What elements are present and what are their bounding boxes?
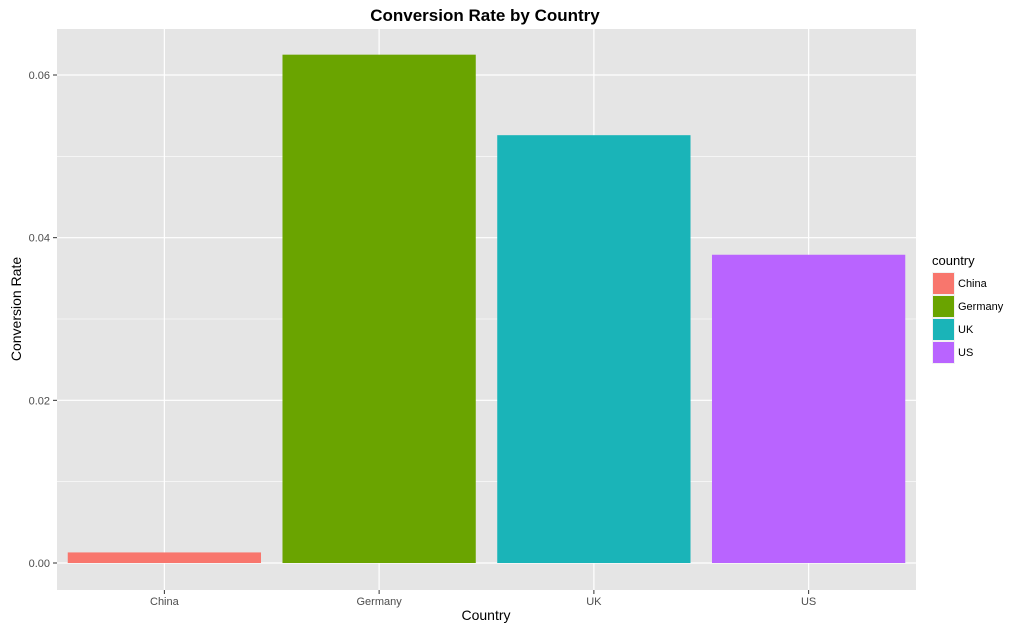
legend-swatch-uk xyxy=(933,319,954,340)
y-tick-label: 0.02 xyxy=(29,395,50,407)
bar-uk xyxy=(497,135,691,564)
legend-label-us: US xyxy=(958,347,973,359)
x-axis-label: Country xyxy=(461,607,510,623)
y-tick-label: 0.00 xyxy=(29,558,50,570)
legend-label-china: China xyxy=(958,278,988,290)
bar-china xyxy=(67,552,262,563)
y-axis: 0.00 0.02 0.04 0.06 xyxy=(29,70,57,570)
legend-swatch-germany xyxy=(933,296,954,317)
legend-title: country xyxy=(932,253,975,268)
x-tick-label: US xyxy=(801,596,816,608)
y-tick-label: 0.06 xyxy=(29,70,50,82)
legend-swatch-china xyxy=(933,273,954,294)
bars xyxy=(67,54,906,564)
legend-swatch-us xyxy=(933,342,954,363)
y-axis-label: Conversion Rate xyxy=(8,257,24,361)
legend: country China Germany UK US xyxy=(932,253,1004,364)
x-tick-label: China xyxy=(150,596,180,608)
bar-us xyxy=(711,254,906,563)
chart-title: Conversion Rate by Country xyxy=(370,6,600,25)
bar-germany xyxy=(282,54,476,564)
x-axis: China Germany UK US xyxy=(150,590,816,608)
legend-label-uk: UK xyxy=(958,324,974,336)
x-tick-label: UK xyxy=(586,596,602,608)
legend-label-germany: Germany xyxy=(958,301,1004,313)
y-tick-label: 0.04 xyxy=(29,233,50,245)
x-tick-label: Germany xyxy=(357,596,403,608)
